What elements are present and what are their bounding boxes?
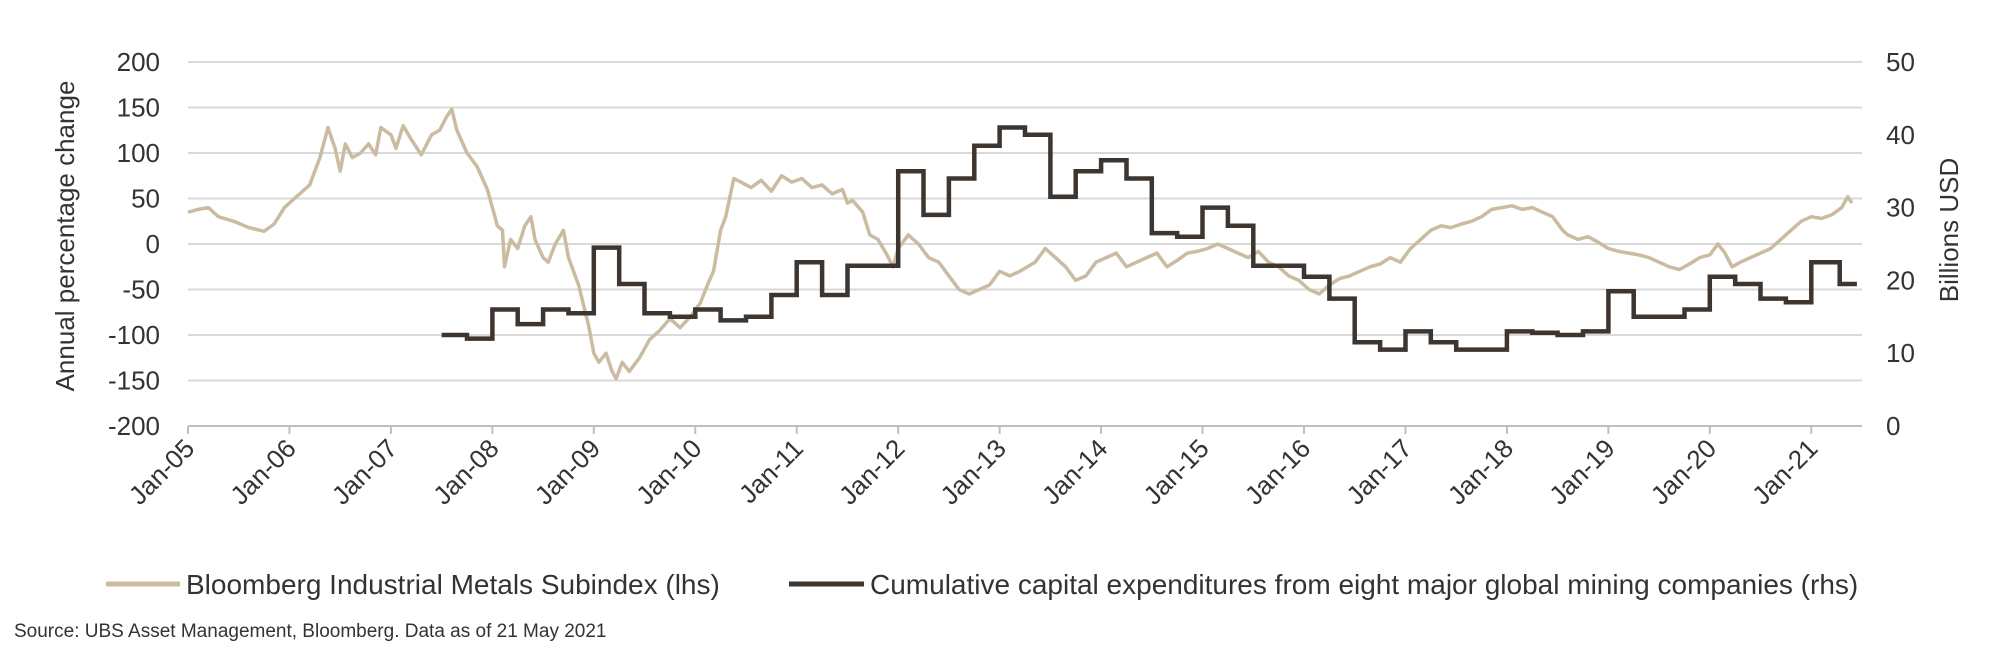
left-axis-ticks: 200 150 100 50 0 -50 -100 -150 -200 bbox=[108, 47, 160, 441]
legend: Bloomberg Industrial Metals Subindex (lh… bbox=[106, 569, 1858, 600]
x-tick-label: Jan-19 bbox=[1543, 433, 1620, 510]
x-tick-label: Jan-16 bbox=[1239, 433, 1316, 510]
right-tick-label: 20 bbox=[1886, 265, 1915, 295]
left-tick-label: -50 bbox=[122, 275, 160, 305]
x-tick-label: Jan-20 bbox=[1645, 433, 1722, 510]
x-tick-label: Jan-07 bbox=[326, 433, 403, 510]
series-line-metals-index bbox=[187, 107, 1854, 381]
left-tick-label: -150 bbox=[108, 366, 160, 396]
left-tick-label: 100 bbox=[117, 138, 160, 168]
x-tick-label: Jan-08 bbox=[427, 433, 504, 510]
x-tick-label: Jan-17 bbox=[1340, 433, 1417, 510]
x-tick-label: Jan-10 bbox=[630, 433, 707, 510]
series-line-capex bbox=[441, 125, 1857, 352]
left-tick-label: 150 bbox=[117, 93, 160, 123]
x-tick-label: Jan-18 bbox=[1442, 433, 1519, 510]
x-tick-label: Jan-05 bbox=[123, 433, 200, 510]
gridlines bbox=[188, 61, 1862, 427]
x-tick-label: Jan-11 bbox=[733, 433, 809, 509]
x-tick-label: Jan-21 bbox=[1746, 433, 1823, 510]
right-tick-label: 50 bbox=[1886, 47, 1915, 77]
x-axis-ticks: Jan-05 Jan-06 Jan-07 Jan-08 Jan-09 Jan-10 Jan-… bbox=[123, 426, 1824, 510]
right-axis-title: Billions USD bbox=[1934, 158, 1964, 303]
right-axis-ticks: 50 40 30 20 10 0 bbox=[1886, 47, 1915, 441]
series-lines bbox=[187, 107, 1857, 381]
left-tick-label: -100 bbox=[108, 320, 160, 350]
right-tick-label: 30 bbox=[1886, 193, 1915, 223]
left-tick-label: 0 bbox=[146, 229, 160, 259]
x-tick-label: Jan-15 bbox=[1137, 433, 1214, 510]
right-tick-label: 10 bbox=[1886, 338, 1915, 368]
x-tick-label: Jan-14 bbox=[1036, 433, 1113, 510]
left-tick-label: 50 bbox=[131, 184, 160, 214]
left-tick-label: -200 bbox=[108, 411, 160, 441]
x-tick-label: Jan-09 bbox=[529, 433, 606, 510]
x-tick-label: Jan-13 bbox=[934, 433, 1011, 510]
source-note: Source: UBS Asset Management, Bloomberg.… bbox=[14, 621, 607, 642]
right-tick-label: 0 bbox=[1886, 411, 1900, 441]
x-tick-label: Jan-12 bbox=[833, 433, 910, 510]
legend-label-capex: Cumulative capital expenditures from eig… bbox=[870, 569, 1858, 600]
legend-label-metals: Bloomberg Industrial Metals Subindex (lh… bbox=[186, 569, 720, 600]
x-tick-label: Jan-06 bbox=[224, 433, 301, 510]
right-tick-label: 40 bbox=[1886, 120, 1915, 150]
left-axis-title: Annual percentage change bbox=[50, 81, 80, 392]
left-tick-label: 200 bbox=[117, 47, 160, 77]
